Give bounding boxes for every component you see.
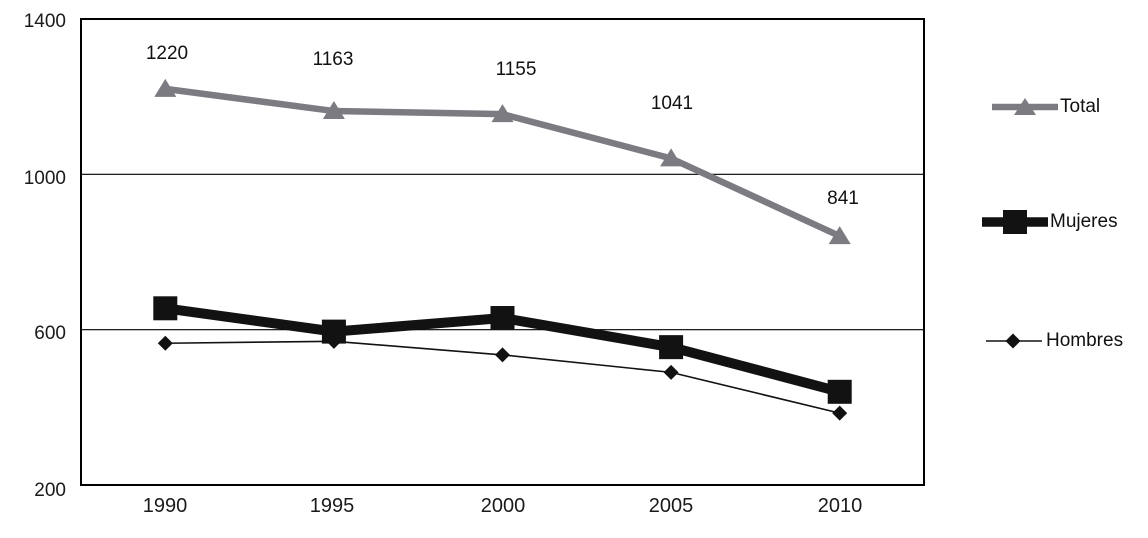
x-tick-label: 1990 bbox=[142, 495, 188, 517]
x-tick-label: 2010 bbox=[817, 495, 863, 517]
square-marker bbox=[827, 379, 852, 404]
triangle-marker bbox=[154, 78, 177, 97]
diamond-marker bbox=[663, 364, 679, 380]
x-tick-label: 2000 bbox=[480, 495, 526, 517]
hombres-line-diamond-marker-icon bbox=[986, 333, 1042, 349]
y-tick-label: 200 bbox=[34, 480, 66, 501]
y-tick-label: 1000 bbox=[23, 168, 66, 189]
x-tick-label: 1995 bbox=[309, 495, 355, 517]
legend-item-total: Total bbox=[990, 90, 1100, 124]
data-label-total: 1220 bbox=[145, 43, 189, 64]
triangle-marker bbox=[660, 148, 683, 167]
legend-label-total: Total bbox=[1060, 96, 1101, 117]
square-marker bbox=[490, 306, 515, 331]
y-tick-label: 1400 bbox=[23, 11, 66, 32]
plot-border bbox=[80, 18, 925, 486]
y-tick-label: 600 bbox=[34, 323, 66, 344]
legend-item-mujeres: Mujeres bbox=[980, 205, 1118, 239]
legend-label-hombres: Hombres bbox=[1046, 330, 1124, 351]
diamond-marker bbox=[495, 347, 510, 363]
legend-label-mujeres: Mujeres bbox=[1050, 211, 1118, 232]
legend-item-hombres: Hombres bbox=[984, 324, 1123, 358]
data-label-total: 1041 bbox=[650, 93, 694, 114]
data-label-total: 1163 bbox=[312, 49, 354, 70]
triangle-marker bbox=[491, 104, 514, 123]
square-marker bbox=[153, 296, 178, 321]
square-marker bbox=[659, 335, 684, 360]
diamond-marker bbox=[832, 405, 848, 421]
triangle-marker bbox=[828, 226, 851, 245]
data-label-total: 1155 bbox=[495, 59, 537, 80]
triangle-marker bbox=[322, 101, 345, 120]
diamond-marker bbox=[157, 335, 173, 351]
mujeres-line-square-marker-icon bbox=[982, 210, 1048, 234]
total-line-triangle-marker-icon bbox=[992, 98, 1058, 115]
data-label-total: 841 bbox=[827, 188, 859, 209]
square-marker bbox=[321, 319, 346, 344]
x-tick-label: 2005 bbox=[648, 495, 694, 517]
